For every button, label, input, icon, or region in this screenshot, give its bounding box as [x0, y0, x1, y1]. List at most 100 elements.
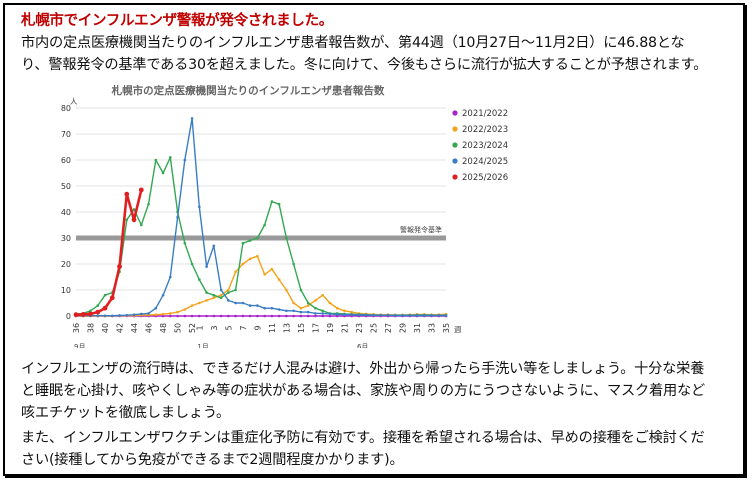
month-labels: 9月 1月 6月 — [74, 343, 368, 348]
data-point — [248, 239, 252, 242]
data-point — [154, 158, 158, 162]
data-point — [205, 265, 208, 268]
alert-threshold: 警報発令基準 — [76, 225, 446, 241]
x-tick-label: 44 — [130, 323, 139, 333]
data-point — [277, 308, 281, 311]
x-tick-label: 46 — [145, 323, 154, 333]
data-point — [241, 262, 245, 266]
month-label: 1月 — [197, 343, 208, 348]
data-point — [415, 314, 419, 317]
data-point — [190, 262, 194, 266]
y-tick-label: 70 — [61, 130, 71, 139]
legend-label: 2022/2023 — [462, 125, 508, 135]
data-point — [219, 293, 223, 297]
data-point — [256, 314, 259, 318]
data-point — [212, 244, 216, 248]
data-point — [263, 314, 266, 318]
data-point — [328, 314, 332, 318]
data-point — [306, 301, 310, 305]
data-point — [227, 299, 230, 302]
content-frame — [3, 3, 745, 476]
data-point — [364, 313, 368, 317]
data-point — [248, 257, 252, 261]
data-point — [314, 314, 317, 318]
data-point — [299, 310, 303, 314]
legend-label: 2021/2022 — [462, 109, 508, 119]
data-point — [161, 312, 165, 316]
y-tick-label: 0 — [66, 312, 71, 321]
data-point — [270, 314, 274, 318]
series-line — [75, 189, 143, 316]
data-point — [321, 312, 324, 315]
x-tick-label: 9 — [253, 325, 262, 330]
data-point — [219, 288, 223, 292]
influenza-chart: 札幌市の定点医療機関当たりのインフルエンザ患者報告数 人 週 0 10 20 30 40… — [61, 84, 508, 348]
data-point — [212, 296, 216, 300]
data-point — [102, 305, 108, 311]
paragraph-2-line-1: インフルエンザの流行時は、できるだけ人混みは避け、外出から帰ったら手洗い等をしま… — [21, 361, 705, 377]
x-tick-label: 15 — [297, 323, 306, 333]
data-point — [109, 295, 115, 301]
data-point — [139, 223, 143, 227]
x-tick-label: 3 — [210, 325, 219, 330]
data-point — [96, 314, 100, 318]
data-point — [241, 314, 245, 318]
x-axis-unit: 週 — [454, 325, 462, 334]
data-point — [147, 202, 150, 206]
x-tick-label: 33 — [427, 323, 436, 333]
y-tick-label: 80 — [61, 104, 71, 113]
y-tick-labels: 0 10 20 30 40 50 60 70 80 — [61, 104, 71, 321]
data-point — [277, 202, 281, 206]
data-point — [248, 304, 252, 307]
data-point — [96, 304, 100, 307]
legend-label: 2023/2024 — [462, 141, 508, 151]
data-point — [154, 313, 158, 316]
x-tick-label: 5 — [224, 325, 233, 330]
data-point — [73, 312, 79, 318]
data-point — [183, 308, 187, 311]
data-point — [372, 313, 375, 317]
data-point — [277, 314, 281, 318]
data-point — [386, 313, 390, 317]
y-tick-label: 60 — [61, 156, 71, 165]
data-point — [132, 208, 136, 211]
series-lines — [73, 117, 448, 318]
data-point — [270, 267, 274, 271]
legend-marker — [452, 110, 458, 116]
data-point — [190, 314, 194, 318]
data-point — [357, 313, 361, 317]
data-point — [124, 191, 130, 197]
data-point — [292, 314, 295, 318]
x-tick-label: 21 — [340, 323, 349, 333]
data-point — [103, 293, 107, 297]
data-point — [95, 309, 101, 315]
legend: 2021/2022 2022/2023 2023/2024 2024/2025 2025… — [452, 109, 508, 183]
data-point — [205, 299, 208, 302]
data-point — [198, 301, 201, 305]
data-point — [234, 270, 237, 274]
x-tick-label: 11 — [268, 323, 277, 333]
data-point — [314, 299, 317, 302]
data-point — [176, 310, 179, 314]
data-point — [198, 205, 201, 209]
legend-marker — [452, 158, 458, 164]
data-point — [401, 314, 404, 317]
x-tick-label: 29 — [398, 323, 407, 333]
data-point — [256, 254, 259, 258]
x-tick-label: 35 — [442, 323, 451, 333]
data-point — [176, 215, 179, 219]
x-tick-label: 25 — [369, 323, 378, 333]
x-tick-label: 40 — [101, 323, 110, 333]
data-point — [256, 304, 259, 307]
data-point — [227, 291, 230, 294]
data-point — [205, 314, 208, 318]
data-point — [190, 117, 194, 120]
data-point — [270, 200, 274, 203]
data-point — [88, 311, 93, 317]
data-point — [285, 288, 288, 292]
data-point — [299, 314, 303, 318]
data-point — [147, 312, 150, 315]
threshold-label: 警報発令基準 — [400, 225, 442, 234]
data-point — [335, 313, 339, 316]
data-point — [227, 314, 230, 318]
